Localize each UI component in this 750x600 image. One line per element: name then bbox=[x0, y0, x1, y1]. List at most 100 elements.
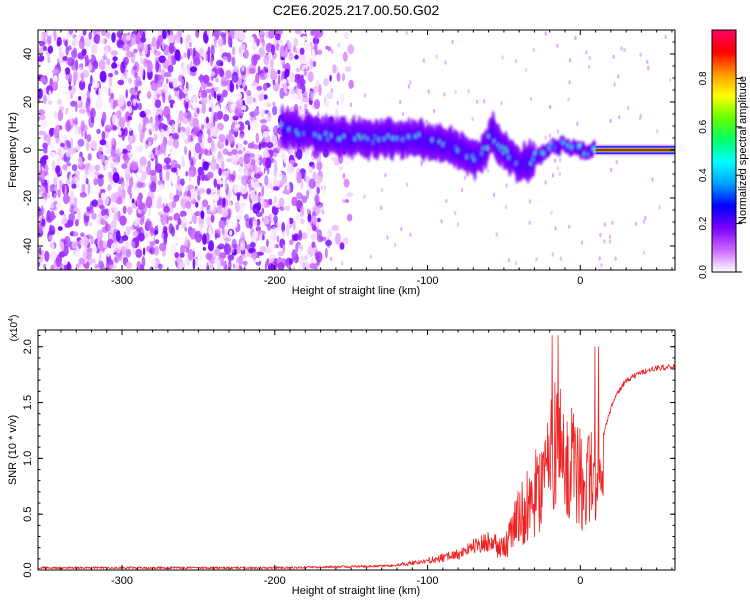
spectrogram-noise-cell bbox=[272, 105, 278, 116]
spectrogram-noise-cell bbox=[199, 228, 203, 234]
spectrogram-noise-cell bbox=[535, 257, 538, 262]
spectrogram-noise-cell bbox=[186, 239, 190, 247]
spectrogram-noise-cell bbox=[211, 126, 218, 138]
spectrogram-noise-cell bbox=[363, 93, 367, 98]
spectrogram-noise-cell bbox=[61, 30, 67, 35]
spectrogram-noise-cell bbox=[505, 183, 508, 188]
spectrogram-noise-cell bbox=[86, 141, 90, 151]
spectrogram-noise-cell bbox=[99, 70, 107, 83]
spectrogram-noise-cell bbox=[82, 89, 87, 101]
spectrogram-noise-cell bbox=[122, 153, 128, 160]
spectrogram-noise-cell bbox=[261, 185, 265, 197]
spectrogram-noise-cell bbox=[79, 108, 86, 114]
spectrogram-noise-cell bbox=[249, 152, 255, 160]
spectrogram-noise-cell bbox=[99, 205, 106, 210]
spectrogram-noise-cell bbox=[208, 93, 212, 101]
spectrogram-noise-cell bbox=[207, 136, 213, 144]
spectrogram-noise-cell bbox=[88, 116, 95, 128]
spectrogram-noise-cell bbox=[445, 198, 448, 204]
spectrogram-noise-cell bbox=[136, 225, 141, 234]
spectrogram-noise-cell bbox=[97, 188, 101, 194]
spectrogram-noise-cell bbox=[282, 244, 286, 253]
spectrogram-noise-cell bbox=[99, 35, 105, 47]
spectrogram-noise-cell bbox=[456, 222, 460, 227]
spectrogram-noise-cell bbox=[217, 67, 224, 75]
spectrogram-noise-cell bbox=[344, 66, 352, 72]
spectrogram-noise-cell bbox=[204, 149, 212, 156]
spectrogram-noise-cell bbox=[237, 149, 243, 155]
signal-constant-band bbox=[595, 148, 675, 152]
spectrogram-noise-cell bbox=[152, 147, 156, 155]
spectrogram-noise-cell bbox=[165, 78, 169, 84]
spectrogram-noise-cell bbox=[201, 124, 205, 131]
spectrogram-noise-cell bbox=[50, 210, 55, 220]
spectrogram-noise-cell bbox=[256, 85, 263, 91]
spectrogram-noise-cell bbox=[311, 241, 316, 248]
spectrogram-noise-cell bbox=[427, 89, 430, 94]
spectrogram-noise-cell bbox=[169, 99, 176, 105]
spectrogram-noise-cell bbox=[163, 262, 167, 270]
spectrogram-noise-cell bbox=[271, 196, 280, 207]
spectrogram-noise-cell bbox=[228, 200, 232, 210]
spectrogram-noise-cell bbox=[268, 262, 271, 267]
spectrogram-noise-cell bbox=[178, 109, 184, 122]
snr-frame bbox=[37, 329, 676, 571]
spectrogram-noise-cell bbox=[108, 208, 112, 218]
spectrogram-noise-cell bbox=[264, 175, 269, 186]
spectrogram-noise-cell bbox=[150, 172, 157, 183]
spectrogram-noise-cell bbox=[217, 86, 221, 96]
spectrogram-noise-cell bbox=[258, 47, 265, 57]
spectrogram-noise-cell bbox=[344, 31, 349, 40]
spectrogram-noise-cell bbox=[242, 147, 246, 152]
spectrogram-noise-cell bbox=[611, 220, 614, 226]
spectrogram-noise-cell bbox=[190, 95, 198, 102]
spectrogram-noise-cell bbox=[62, 56, 68, 61]
spectrogram-noise-cell bbox=[444, 60, 447, 65]
spectrogram-noise-cell bbox=[68, 73, 73, 83]
spectrogram-noise-cell bbox=[189, 66, 198, 73]
spectrogram-noise-cell bbox=[188, 98, 191, 108]
spectrogram-noise-cell bbox=[59, 179, 63, 190]
spectrogram-noise-cell bbox=[305, 184, 308, 189]
spectrogram-noise-cell bbox=[222, 197, 226, 208]
spectrogram-noise-cell bbox=[79, 192, 87, 198]
spectrogram-noise-cell bbox=[216, 110, 224, 120]
spectrogram-noise-cell bbox=[380, 187, 384, 193]
spectrogram-noise-cell bbox=[266, 258, 270, 263]
spectrogram-noise-cell bbox=[309, 90, 315, 101]
spectrogram-noise-cell bbox=[231, 218, 238, 229]
spectrogram-noise-cell bbox=[167, 30, 171, 36]
spectrogram-noise-cell bbox=[220, 258, 225, 266]
spectrogram-noise-cell bbox=[44, 179, 47, 185]
spectrogram-noise-cell bbox=[105, 221, 109, 231]
spectrogram-noise-cell bbox=[49, 250, 57, 261]
spectrogram-noise-cell bbox=[208, 225, 213, 237]
spectrogram-noise-cell bbox=[47, 30, 52, 38]
spectrogram-noise-cell bbox=[73, 70, 78, 82]
spectrogram-noise-cell bbox=[483, 99, 486, 104]
spectrogram-noise-cell bbox=[149, 248, 153, 254]
spectrogram-noise-cell bbox=[229, 82, 235, 93]
spectrogram-noise-cell bbox=[172, 220, 178, 226]
spectrogram-noise-cell bbox=[138, 122, 142, 133]
spectrogram-noise-cell bbox=[105, 144, 112, 154]
spectrogram-noise-cell bbox=[180, 244, 186, 255]
spectrogram-noise-cell bbox=[331, 156, 338, 162]
spectrogram-noise-cell bbox=[213, 37, 218, 44]
spectrogram-noise-cell bbox=[234, 109, 241, 117]
spectrogram-noise-cell bbox=[216, 122, 224, 130]
spectrogram-noise-cell bbox=[235, 261, 240, 270]
spectrogram-noise-cell bbox=[82, 174, 86, 186]
spectrogram-noise-cell bbox=[158, 183, 164, 192]
spectrogram-noise-cell bbox=[90, 237, 94, 242]
spectrogram-noise-cell bbox=[154, 56, 160, 64]
spectrogram-noise-cell bbox=[210, 159, 217, 172]
spectrogram-noise-cell bbox=[283, 153, 288, 164]
spectrogram-noise-cell bbox=[187, 249, 194, 261]
spectrogram-noise-cell bbox=[93, 30, 97, 35]
spectrogram-noise-cell bbox=[174, 235, 179, 241]
spectrogram-noise-cell bbox=[99, 139, 107, 146]
spectrogram-noise-cell bbox=[263, 54, 270, 66]
spectrogram-noise-cell bbox=[162, 183, 166, 190]
spectrogram-noise-cell bbox=[225, 69, 232, 79]
